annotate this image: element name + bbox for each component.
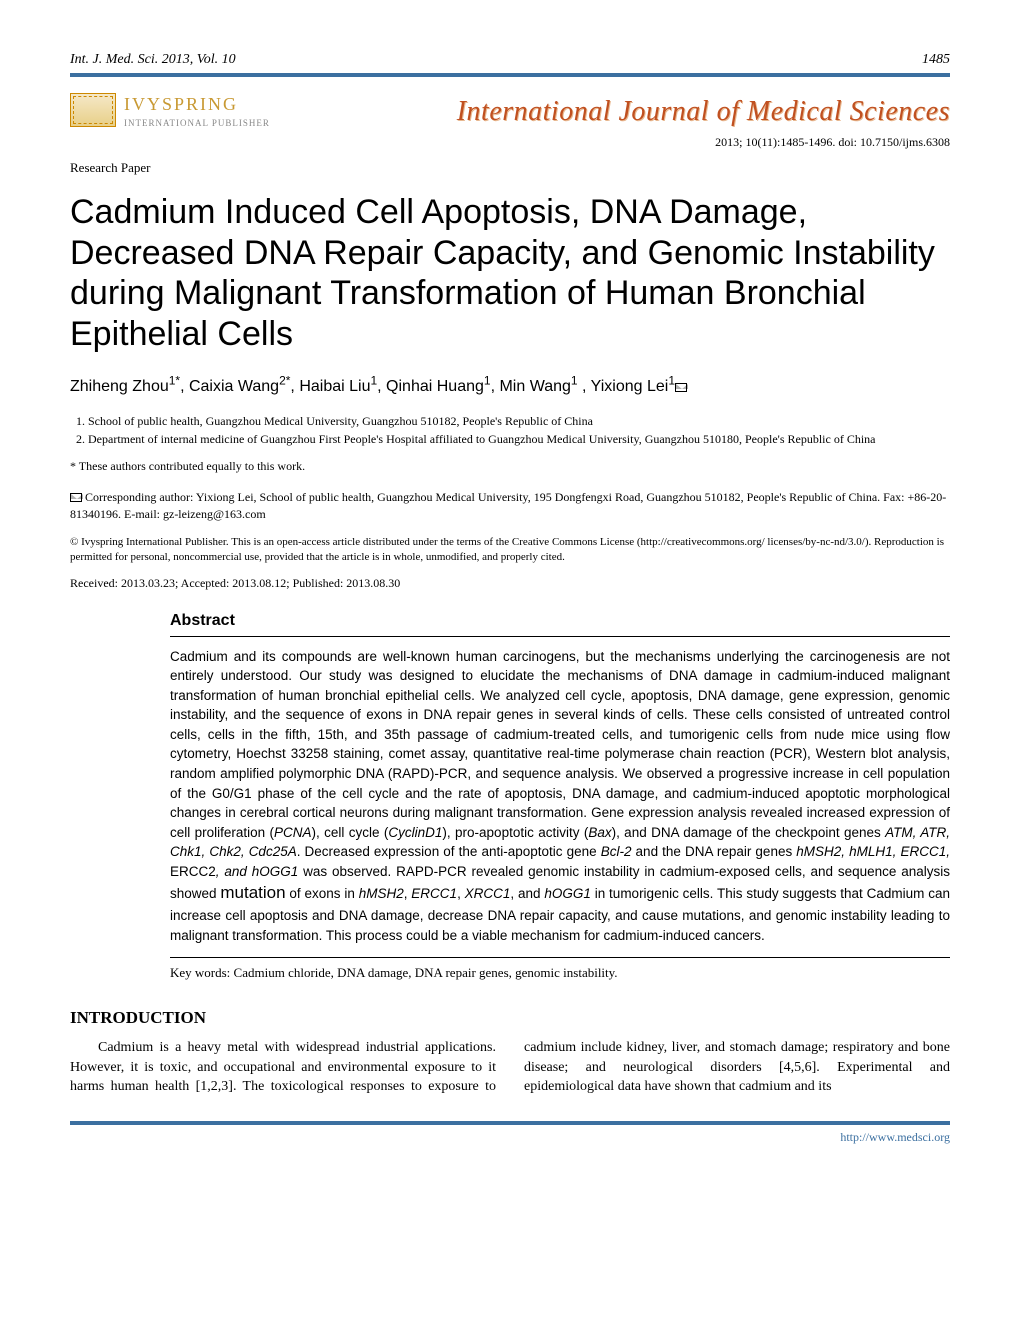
paper-type: Research Paper	[70, 159, 950, 177]
equal-contribution-note: * These authors contributed equally to t…	[70, 458, 950, 475]
intro-paragraph: Cadmium is a heavy metal with widespread…	[70, 1038, 950, 1097]
license-statement: © Ivyspring International Publisher. Thi…	[70, 535, 950, 566]
journal-block: International Journal of Medical Science…	[457, 92, 950, 151]
header-year-vol: 2013, Vol. 10	[162, 52, 236, 67]
envelope-icon	[675, 383, 687, 392]
journal-name: International Journal of Medical Science…	[457, 92, 950, 131]
affiliation-2: Department of internal medicine of Guang…	[88, 431, 950, 448]
publisher-block: IVYSPRING INTERNATIONAL PUBLISHER	[70, 92, 270, 130]
corresponding-author: Corresponding author: Yixiong Lei, Schoo…	[70, 489, 950, 523]
abstract-text: Cadmium and its compounds are well-known…	[170, 647, 950, 946]
publisher-name: IVYSPRING	[124, 92, 270, 117]
journal-abbrev: Int. J. Med. Sci.	[70, 52, 158, 67]
affiliations: School of public health, Guangzhou Medic…	[70, 413, 950, 449]
envelope-icon	[70, 493, 82, 502]
affiliation-1: School of public health, Guangzhou Medic…	[88, 413, 950, 430]
paper-title: Cadmium Induced Cell Apoptosis, DNA Dama…	[70, 192, 950, 355]
running-header: Int. J. Med. Sci. 2013, Vol. 10 1485	[70, 50, 950, 77]
keywords: Key words: Cadmium chloride, DNA damage,…	[170, 957, 950, 982]
intro-body: Cadmium is a heavy metal with widespread…	[70, 1038, 950, 1097]
header-page-num: 1485	[922, 50, 950, 70]
journal-citation: 2013; 10(11):1485-1496. doi: 10.7150/ijm…	[457, 134, 950, 151]
article-dates: Received: 2013.03.23; Accepted: 2013.08.…	[70, 575, 950, 592]
authors: Zhiheng Zhou1*, Caixia Wang2*, Haibai Li…	[70, 373, 950, 399]
abstract-block: Abstract Cadmium and its compounds are w…	[170, 610, 950, 982]
publisher-logo-icon	[70, 93, 116, 127]
masthead: IVYSPRING INTERNATIONAL PUBLISHER Intern…	[70, 92, 950, 151]
footer-url[interactable]: http://www.medsci.org	[840, 1130, 950, 1144]
publisher-sub: INTERNATIONAL PUBLISHER	[124, 117, 270, 130]
page-footer: http://www.medsci.org	[70, 1121, 950, 1146]
authors-list: Zhiheng Zhou1*, Caixia Wang2*, Haibai Li…	[70, 378, 675, 395]
section-heading-introduction: INTRODUCTION	[70, 1006, 950, 1030]
corresponding-text: Corresponding author: Yixiong Lei, Schoo…	[70, 490, 946, 521]
abstract-heading: Abstract	[170, 610, 950, 636]
header-left: Int. J. Med. Sci. 2013, Vol. 10	[70, 50, 236, 70]
